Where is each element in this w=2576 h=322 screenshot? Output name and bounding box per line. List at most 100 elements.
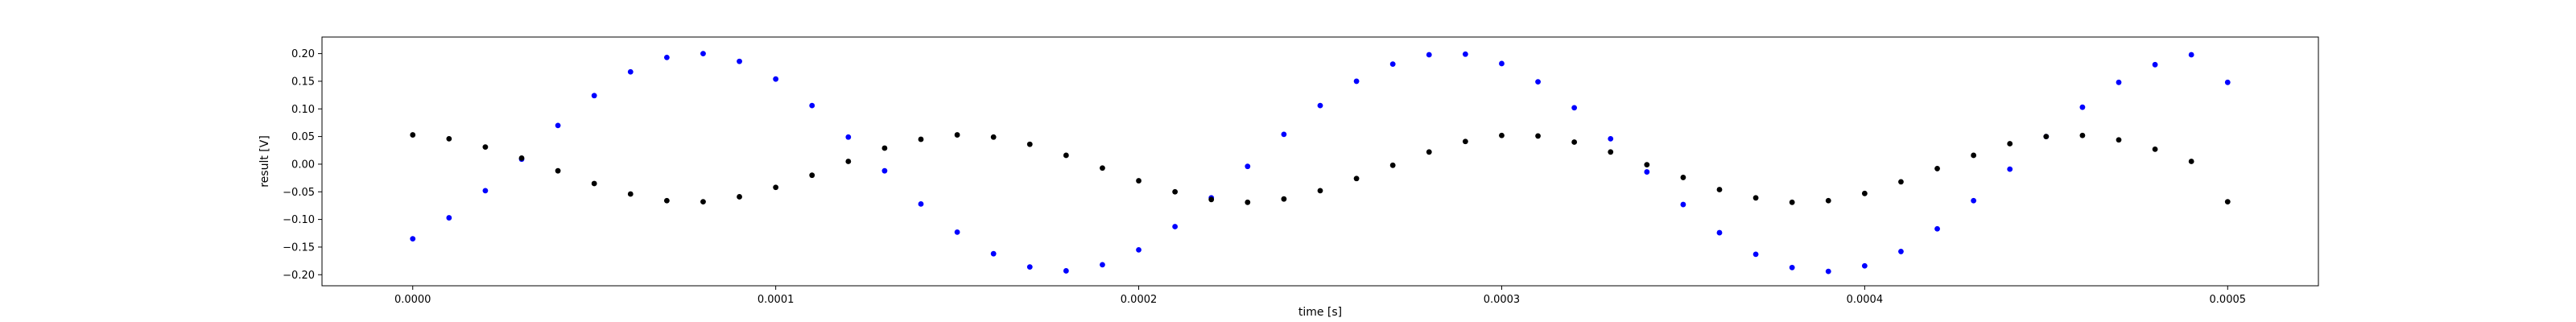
x-axis-label: time [s] bbox=[1298, 306, 1342, 319]
data-point bbox=[1571, 139, 1578, 145]
data-point bbox=[1100, 165, 1105, 171]
data-point bbox=[2188, 52, 2194, 58]
data-point bbox=[845, 134, 852, 140]
data-point bbox=[1644, 169, 1650, 175]
data-point bbox=[881, 145, 888, 151]
data-point bbox=[1389, 162, 1396, 168]
data-point bbox=[1971, 152, 1977, 159]
data-point bbox=[1644, 162, 1650, 168]
data-point bbox=[954, 229, 960, 235]
data-point bbox=[881, 167, 888, 174]
data-point bbox=[591, 180, 597, 187]
data-point bbox=[1934, 166, 1940, 171]
data-point bbox=[1861, 262, 1868, 269]
data-point bbox=[845, 159, 852, 164]
data-point bbox=[1861, 190, 1868, 196]
data-point bbox=[1026, 264, 1033, 270]
y-tick-label: 0.20 bbox=[291, 48, 315, 60]
data-point bbox=[2188, 159, 2194, 164]
y-tick-label: −0.10 bbox=[283, 214, 315, 226]
y-tick-label: −0.05 bbox=[283, 187, 315, 199]
data-point bbox=[518, 155, 525, 161]
data-point bbox=[1535, 133, 1541, 139]
data-point bbox=[1608, 135, 1614, 142]
data-point bbox=[1317, 102, 1323, 109]
data-point bbox=[1063, 268, 1069, 274]
data-point bbox=[482, 188, 489, 194]
y-tick-label: 0.10 bbox=[291, 104, 315, 116]
data-point bbox=[1462, 138, 1468, 145]
y-tick-label: 0.15 bbox=[291, 76, 315, 88]
data-point bbox=[1172, 224, 1179, 229]
data-point bbox=[1136, 178, 1141, 184]
data-point bbox=[1063, 152, 1069, 159]
data-point bbox=[1389, 61, 1396, 68]
data-point bbox=[1026, 141, 1033, 147]
data-point bbox=[1281, 196, 1287, 202]
x-tick-label: 0.0004 bbox=[1847, 294, 1884, 306]
data-point bbox=[410, 132, 416, 138]
data-point bbox=[918, 200, 924, 207]
data-point bbox=[2152, 61, 2158, 68]
data-point bbox=[1934, 225, 1940, 232]
data-point bbox=[1971, 197, 1977, 204]
y-tick-label: −0.20 bbox=[283, 270, 315, 282]
data-point bbox=[2043, 134, 2050, 140]
data-point bbox=[1245, 199, 1251, 205]
data-point bbox=[773, 184, 779, 191]
y-axis-label: result [V] bbox=[258, 135, 271, 188]
data-point bbox=[2079, 104, 2086, 110]
data-point bbox=[663, 55, 670, 60]
data-point bbox=[1789, 264, 1795, 270]
series-2 bbox=[410, 132, 2231, 205]
data-point bbox=[809, 102, 815, 109]
data-point bbox=[627, 191, 634, 197]
data-point bbox=[737, 194, 742, 200]
data-point bbox=[700, 51, 706, 56]
data-point bbox=[1608, 149, 1614, 155]
data-point bbox=[1426, 52, 1432, 58]
data-point bbox=[773, 76, 779, 82]
data-point bbox=[410, 236, 416, 242]
x-tick-label: 0.0005 bbox=[2210, 294, 2247, 306]
data-point bbox=[1100, 262, 1105, 268]
data-point bbox=[1752, 195, 1759, 201]
x-tick-label: 0.0001 bbox=[758, 294, 795, 306]
data-point bbox=[1680, 175, 1686, 180]
data-point bbox=[2224, 199, 2231, 205]
data-point bbox=[1716, 187, 1723, 192]
data-point bbox=[2007, 141, 2013, 147]
data-point bbox=[990, 134, 997, 140]
data-point bbox=[1752, 251, 1759, 258]
data-point bbox=[2007, 166, 2013, 172]
data-point bbox=[663, 197, 670, 204]
ticks-layer: 0.0000 0.0001 0.0002 0.0003 0.0004 0.0005 −0.2… bbox=[283, 48, 2246, 306]
data-point bbox=[1499, 132, 1505, 138]
data-point bbox=[2224, 79, 2231, 85]
data-point bbox=[700, 199, 706, 205]
x-tick-label: 0.0002 bbox=[1121, 294, 1158, 306]
data-point bbox=[446, 215, 452, 221]
data-point bbox=[1571, 105, 1578, 111]
data-point bbox=[2079, 132, 2086, 138]
data-point bbox=[446, 135, 452, 142]
data-point bbox=[1281, 131, 1287, 138]
data-point bbox=[555, 122, 561, 129]
data-point bbox=[1136, 246, 1141, 253]
data-point bbox=[482, 144, 489, 151]
y-tick-label: 0.00 bbox=[291, 159, 315, 171]
data-point bbox=[1208, 196, 1215, 203]
data-point bbox=[627, 68, 634, 75]
data-point bbox=[918, 136, 924, 142]
data-point bbox=[1426, 149, 1432, 155]
data-point bbox=[1898, 249, 1904, 254]
series-1 bbox=[410, 51, 2231, 275]
data-point bbox=[1825, 268, 1831, 275]
data-point bbox=[990, 250, 997, 257]
data-point bbox=[1898, 179, 1904, 185]
data-point bbox=[1317, 188, 1323, 194]
data-point bbox=[1353, 78, 1360, 85]
y-tick-label: 0.05 bbox=[291, 131, 315, 143]
data-point bbox=[555, 167, 561, 174]
